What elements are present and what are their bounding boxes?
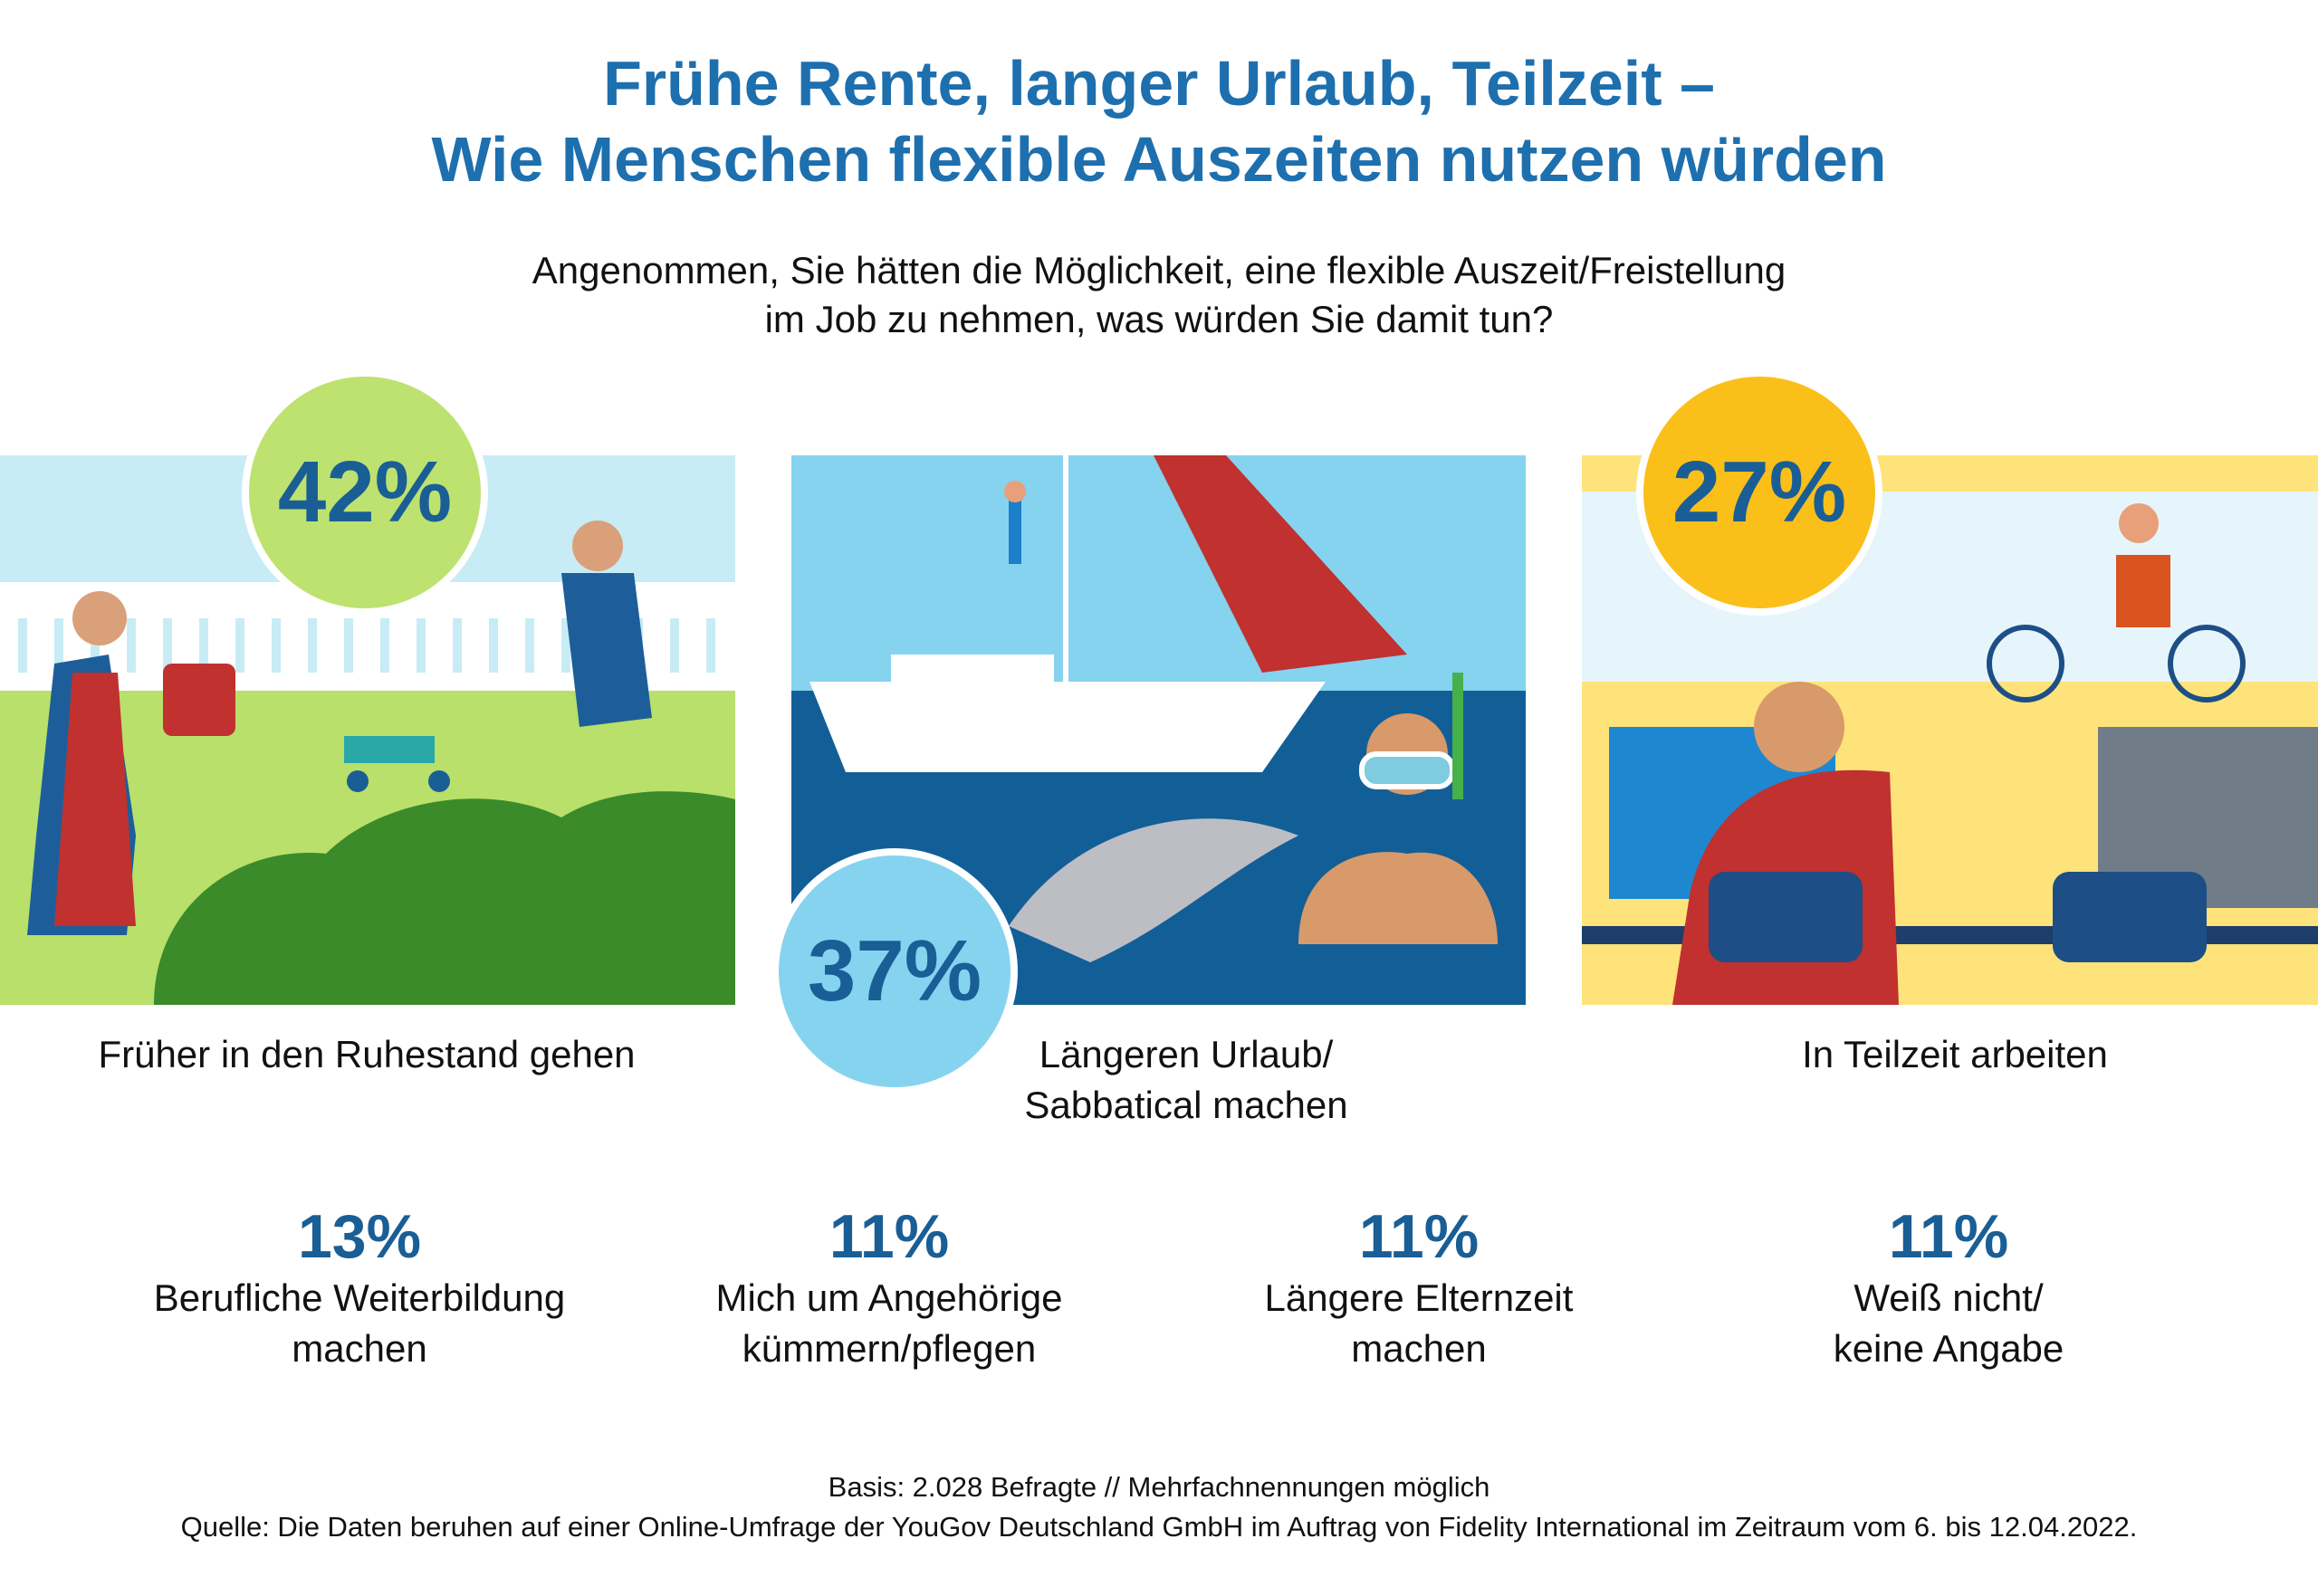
title-line-1: Frühe Rente, langer Urlaub, Teilzeit – [603,48,1715,119]
title-line-2: Wie Menschen flexible Auszeiten nutzen w… [431,124,1887,195]
question-line-1: Angenommen, Sie hätten die Möglichkeit, … [532,249,1786,291]
percent-circle-part-time: 27% [1636,369,1882,616]
stat-label-line-2: machen [292,1327,427,1370]
stat-care: 11% Mich um Angehörige kümmern/pflegen [618,1200,1161,1374]
label-retirement: Früher in den Ruhestand gehen [98,1033,636,1075]
stat-label-line-1: Längere Elternzeit [1264,1276,1574,1319]
stat-label-line-2: kümmern/pflegen [742,1327,1037,1370]
stat-label-line-2: machen [1351,1327,1487,1370]
label-vacation-line-1: Längeren Urlaub/ [1039,1033,1334,1075]
footer-source: Quelle: Die Daten beruhen auf einer Onli… [180,1511,2138,1543]
stat-percent: 13% [297,1202,422,1271]
footer-basis: Basis: 2.028 Befragte // Mehrfachnennung… [828,1471,1490,1503]
label-vacation-line-2: Sabbatical machen [1024,1084,1348,1126]
percent-circle-vacation: 37% [771,848,1018,1094]
stat-label-line-1: Weiß nicht/ [1853,1276,2044,1319]
stat-training: 13% Berufliche Weiterbildung machen [88,1200,631,1374]
stat-percent: 11% [1358,1202,1480,1271]
stat-percent: 11% [829,1202,950,1271]
stat-label-line-2: keine Angabe [1833,1327,2064,1370]
stat-dont-know: 11% Weiß nicht/ keine Angabe [1677,1200,2220,1374]
question-line-2: im Job zu nehmen, was würden Sie damit t… [764,298,1554,340]
stat-percent: 11% [1888,1202,2009,1271]
stat-parental-leave: 11% Längere Elternzeit machen [1147,1200,1691,1374]
percent-circle-retirement: 42% [242,369,488,616]
label-part-time: In Teilzeit arbeiten [1802,1033,2108,1075]
stat-label-line-1: Mich um Angehörige [715,1276,1063,1319]
stat-label-line-1: Berufliche Weiterbildung [153,1276,566,1319]
